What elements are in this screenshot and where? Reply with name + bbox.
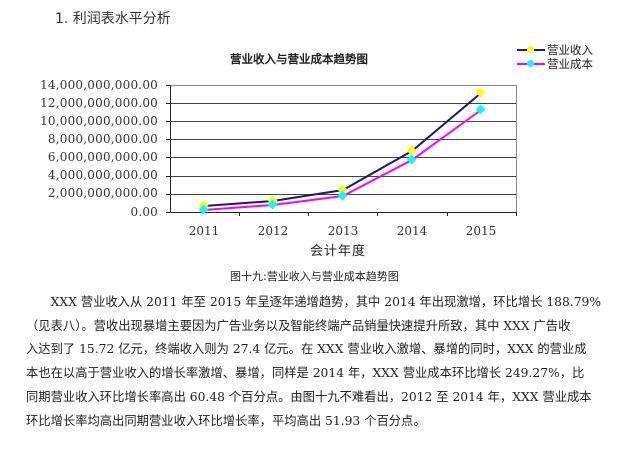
- y-tick-label: 10,000,000,000.00: [40, 114, 158, 128]
- section-heading: 1. 利润表水平分析: [55, 11, 171, 27]
- gridlines: [170, 103, 516, 195]
- y-tick-label: 12,000,000,000.00: [40, 96, 158, 110]
- y-tick-label: 4,000,000,000.00: [47, 168, 158, 182]
- y-tick-label: 8,000,000,000.00: [47, 132, 158, 146]
- x-tick-label: 2015: [465, 224, 497, 238]
- analysis-paragraph: XXX 营业收入从 2011 年至 2015 年呈逐年递增趋势，其中 2014 …: [26, 291, 616, 433]
- x-axis-ticks: [239, 212, 517, 216]
- paragraph-line: 同期营业收入环比增长率高出 60.48 个百分点。由图十九不难看出，2012 至…: [26, 389, 592, 404]
- chart-title: 营业收入与营业成本趋势图: [230, 52, 368, 66]
- x-tick-label: 2011: [188, 224, 220, 238]
- paragraph-line: （见表八）。营收出现暴增主要因为广告业务以及智能终端产品销量快速提升所致，其中 …: [26, 318, 571, 333]
- x-tick-label: 2012: [257, 224, 289, 238]
- x-axis-label: 会计年度: [310, 244, 367, 259]
- paragraph-line: 入达到了 15.72 亿元，终端收入则为 27.4 亿元。在 XXX 营业收入激…: [26, 342, 587, 357]
- legend-label: 营业成本: [547, 57, 593, 71]
- y-tick-label: 6,000,000,000.00: [47, 150, 158, 164]
- revenue-line-marker-icon: [517, 45, 545, 55]
- x-tick-label: 2013: [327, 224, 359, 238]
- y-tick-label: 2,000,000,000.00: [47, 186, 158, 200]
- y-tick-label: 14,000,000,000.00: [40, 78, 158, 92]
- y-tick-label: 0.00: [130, 205, 158, 219]
- legend-label: 营业收入: [547, 43, 593, 57]
- cost-line-marker-icon: [517, 59, 545, 69]
- y-axis-ticks: [166, 85, 170, 213]
- chart-legend: 营业收入 营业成本: [517, 43, 593, 71]
- legend-item-revenue: 营业收入: [517, 43, 593, 57]
- paragraph-line: 环比增长率均高出同期营业收入环比增长率，平均高出 51.93 个百分点。: [26, 413, 426, 428]
- legend-item-cost: 营业成本: [517, 57, 593, 71]
- x-tick-label: 2014: [396, 224, 428, 238]
- paragraph-line: 本也在以高于营业收入的增长率激增、暴增，同样是 2014 年，XXX 营业成本环…: [26, 366, 585, 381]
- figure-caption: 图十九:营业收入与营业成本趋势图: [230, 270, 399, 283]
- paragraph-line: XXX 营业收入从 2011 年至 2015 年呈逐年递增趋势，其中 2014 …: [26, 295, 602, 309]
